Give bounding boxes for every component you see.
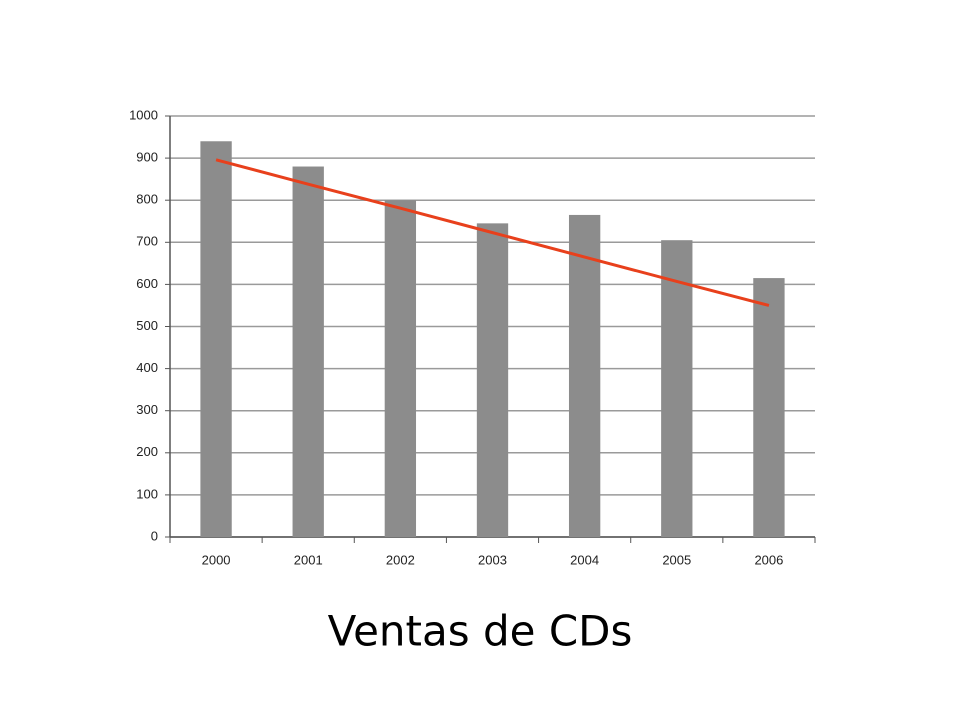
trend-line [215,158,770,307]
bar [292,166,324,537]
x-tick-label: 2006 [754,552,783,567]
x-tick-label: 2002 [386,552,415,567]
x-tick-label: 2005 [662,552,691,567]
y-tick-label: 500 [136,318,158,333]
y-tick-label: 600 [136,276,158,291]
y-tick-label: 0 [151,528,158,543]
x-tick-label: 2003 [478,552,507,567]
x-tick-label: 2001 [294,552,323,567]
x-tick-label: 2004 [570,552,599,567]
bar [384,200,417,537]
y-tick-label: 1000 [129,107,158,122]
y-tick-label: 900 [136,150,158,165]
y-tick-label: 800 [136,192,158,207]
x-tick-label: 2000 [202,552,231,567]
y-tick-label: 200 [136,444,158,459]
bar [200,141,232,537]
y-tick-label: 100 [136,486,158,501]
bar [753,278,785,537]
y-tick-label: 400 [136,360,158,375]
bar [661,240,693,537]
y-tick-label: 300 [136,402,158,417]
bar [476,223,509,538]
bar [568,214,601,537]
y-tick-label: 700 [136,234,158,249]
chart-title: Ventas de CDs [328,607,633,656]
